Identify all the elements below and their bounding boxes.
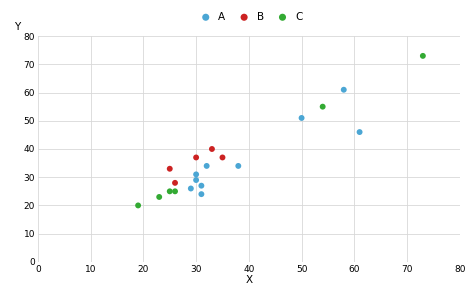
B <box>171 180 179 185</box>
A <box>198 183 205 188</box>
Legend: A, B, C: A, B, C <box>195 12 302 22</box>
B <box>208 147 216 151</box>
C <box>134 203 142 208</box>
C <box>171 189 179 194</box>
A <box>235 163 242 168</box>
C <box>155 194 163 199</box>
A <box>298 116 305 120</box>
A <box>340 87 347 92</box>
C <box>166 189 173 194</box>
A <box>187 186 195 191</box>
C <box>419 54 427 58</box>
X-axis label: X: X <box>245 275 253 285</box>
B <box>219 155 226 160</box>
B <box>166 166 173 171</box>
A <box>198 192 205 197</box>
Y-axis label: Y: Y <box>14 22 20 32</box>
A <box>192 178 200 182</box>
B <box>192 155 200 160</box>
A <box>356 130 364 135</box>
A <box>192 172 200 177</box>
C <box>319 104 327 109</box>
A <box>203 163 210 168</box>
